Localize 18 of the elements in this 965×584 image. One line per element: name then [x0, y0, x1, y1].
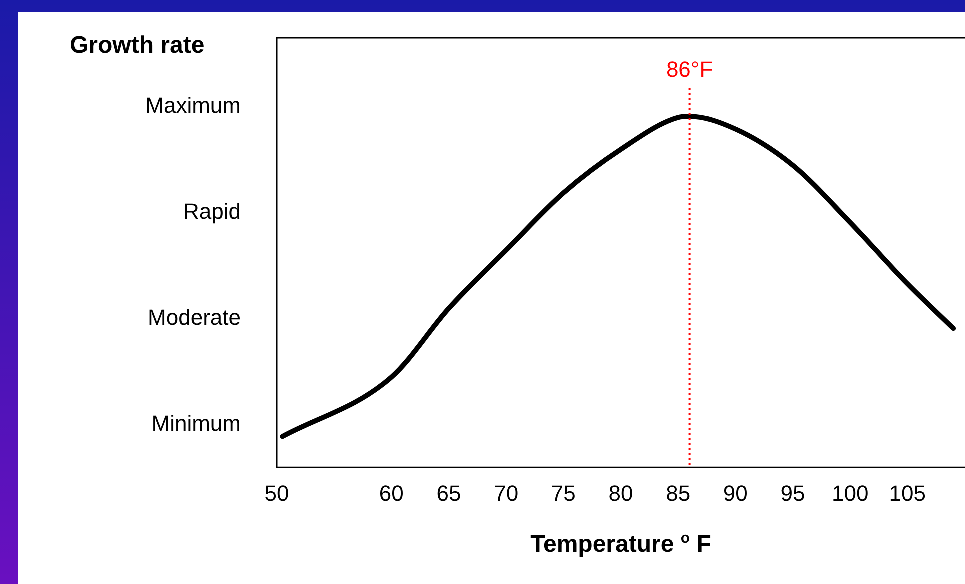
x-tick-label: 85 [666, 480, 691, 506]
x-tick-label: 65 [436, 480, 462, 506]
text: Rapid [184, 198, 241, 224]
x-tick-label: 105 [889, 480, 926, 506]
text: Maximum [146, 92, 241, 118]
ref-line-label: 86°F [666, 57, 714, 82]
x-tick-label: 75 [551, 480, 576, 506]
x-tick-label: 50 [264, 480, 290, 506]
x-tick-label: 60 [379, 480, 404, 506]
x-tick-label: 100 [832, 480, 869, 506]
text: Moderate [148, 305, 241, 330]
x-axis-title: Temperature $^{o}$ F [530, 530, 712, 559]
x-tick-label: 70 [494, 480, 519, 506]
x-tick-label: 80 [608, 480, 634, 506]
y-axis-title: Growth rate [70, 32, 205, 60]
x-tick-label: 95 [780, 480, 806, 506]
text: Minimum [152, 411, 241, 436]
x-tick-label: 90 [723, 480, 748, 506]
